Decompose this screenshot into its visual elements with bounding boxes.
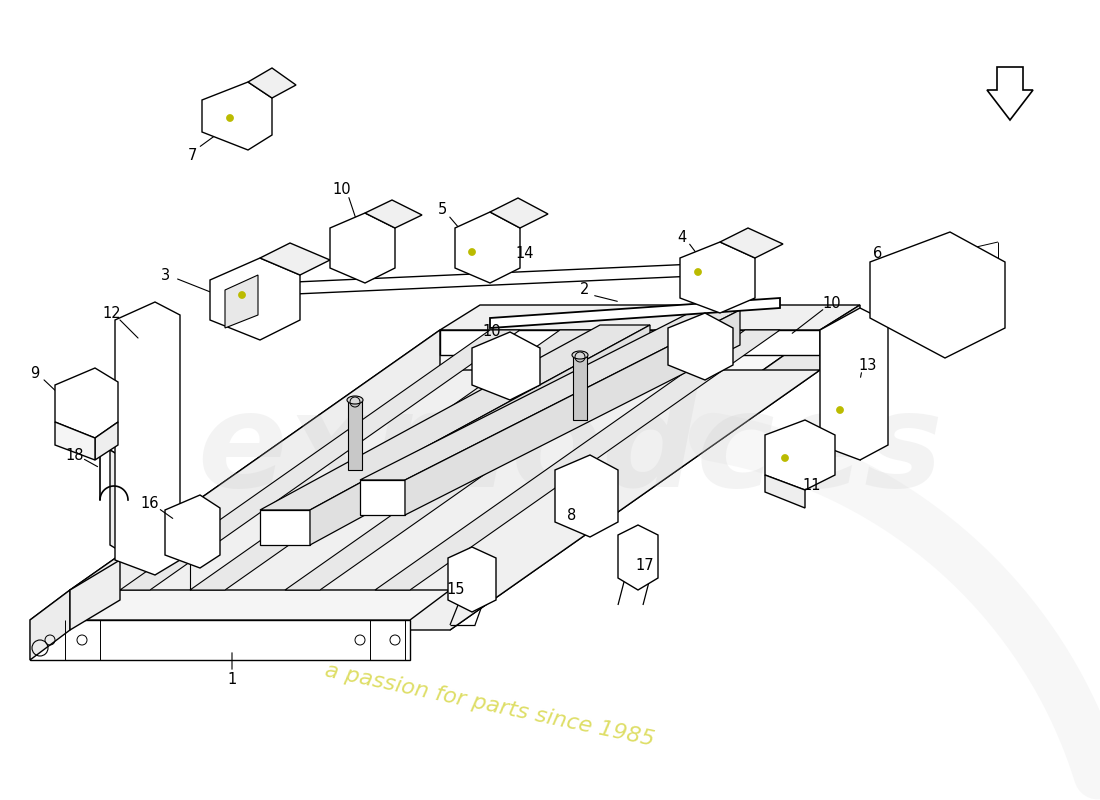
Polygon shape — [450, 330, 820, 630]
Polygon shape — [202, 82, 272, 150]
Polygon shape — [226, 275, 258, 328]
Polygon shape — [70, 330, 440, 630]
Text: 10: 10 — [823, 297, 842, 311]
Text: 7: 7 — [187, 147, 197, 162]
Text: 6: 6 — [873, 246, 882, 261]
Text: 10: 10 — [332, 182, 351, 198]
Polygon shape — [310, 325, 650, 545]
Polygon shape — [30, 620, 410, 660]
Polygon shape — [987, 67, 1033, 120]
Polygon shape — [720, 228, 783, 258]
Text: 5: 5 — [438, 202, 447, 218]
Text: 17: 17 — [636, 558, 654, 573]
Polygon shape — [573, 355, 587, 420]
Text: 2: 2 — [581, 282, 590, 298]
Text: 13: 13 — [859, 358, 877, 374]
Polygon shape — [668, 313, 733, 380]
Polygon shape — [440, 305, 860, 330]
Polygon shape — [440, 330, 820, 355]
Text: 8: 8 — [568, 507, 576, 522]
Text: 11: 11 — [803, 478, 822, 493]
Polygon shape — [448, 547, 496, 612]
Polygon shape — [110, 380, 175, 465]
Polygon shape — [248, 68, 296, 98]
Circle shape — [781, 454, 789, 462]
Polygon shape — [260, 325, 650, 510]
Text: 9: 9 — [31, 366, 40, 382]
Polygon shape — [260, 243, 330, 275]
Polygon shape — [618, 525, 658, 590]
Circle shape — [836, 406, 844, 414]
Polygon shape — [820, 308, 888, 460]
Polygon shape — [764, 420, 835, 490]
Ellipse shape — [346, 396, 363, 404]
Text: 1: 1 — [228, 673, 236, 687]
Polygon shape — [360, 480, 405, 515]
Polygon shape — [680, 242, 755, 313]
Polygon shape — [190, 330, 595, 590]
Polygon shape — [348, 400, 362, 470]
Circle shape — [694, 269, 702, 275]
Polygon shape — [70, 560, 120, 630]
Ellipse shape — [572, 351, 588, 359]
Polygon shape — [405, 310, 740, 515]
Text: 15: 15 — [447, 582, 465, 598]
Text: a passion for parts since 1985: a passion for parts since 1985 — [323, 660, 657, 750]
Polygon shape — [472, 332, 540, 400]
Polygon shape — [116, 302, 180, 575]
Text: 18: 18 — [66, 447, 85, 462]
Polygon shape — [285, 330, 690, 590]
Polygon shape — [556, 455, 618, 537]
Polygon shape — [820, 305, 860, 355]
Polygon shape — [165, 495, 220, 568]
Text: 14: 14 — [516, 246, 535, 262]
Polygon shape — [210, 258, 300, 340]
Polygon shape — [70, 330, 820, 590]
Polygon shape — [30, 590, 450, 620]
Polygon shape — [455, 212, 520, 283]
Polygon shape — [30, 590, 70, 660]
Polygon shape — [120, 330, 520, 590]
Polygon shape — [135, 445, 175, 560]
Polygon shape — [55, 422, 95, 460]
Polygon shape — [110, 450, 135, 560]
Text: explodces: explodces — [197, 386, 943, 514]
Text: 12: 12 — [102, 306, 121, 321]
Polygon shape — [260, 510, 310, 545]
Polygon shape — [490, 298, 780, 328]
Polygon shape — [490, 198, 548, 228]
Text: 16: 16 — [141, 497, 160, 511]
Circle shape — [469, 249, 475, 255]
Text: 3: 3 — [161, 267, 169, 282]
Polygon shape — [330, 213, 395, 283]
Circle shape — [227, 114, 233, 122]
Polygon shape — [360, 310, 740, 480]
Polygon shape — [70, 370, 820, 630]
Polygon shape — [95, 422, 118, 460]
Polygon shape — [295, 262, 740, 294]
Polygon shape — [764, 475, 805, 508]
Polygon shape — [55, 368, 118, 438]
Text: 4: 4 — [678, 230, 686, 245]
Circle shape — [239, 291, 245, 298]
Polygon shape — [870, 232, 1005, 358]
Polygon shape — [365, 200, 422, 228]
Text: 10: 10 — [483, 325, 502, 339]
Polygon shape — [375, 330, 780, 590]
